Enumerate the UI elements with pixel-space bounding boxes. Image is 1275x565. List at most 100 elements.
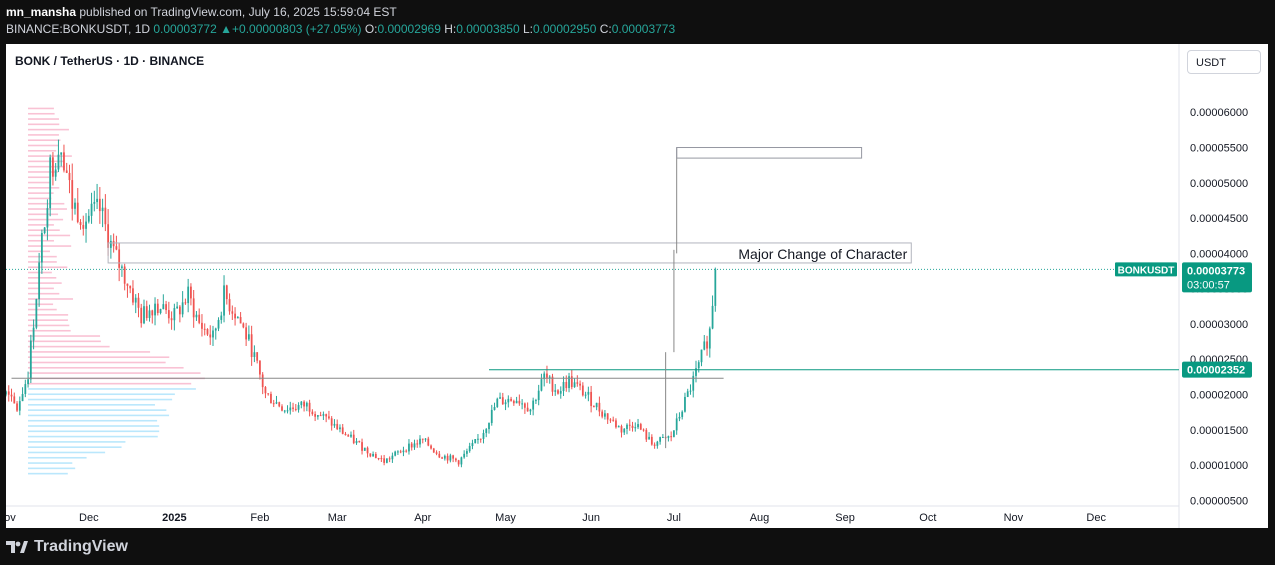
candle-body [441,457,443,459]
candle-body [203,328,206,330]
candle [126,283,129,298]
profile-bar [28,112,55,115]
candle [137,293,140,318]
candle-body [223,285,225,316]
candle-body [234,313,236,319]
candle-body [684,396,686,412]
candle [584,391,587,399]
candle [154,297,156,326]
profile-bar [28,218,64,221]
candle [590,385,593,413]
candle [711,295,714,330]
price-chart[interactable]: 0.00006000 0.00005500 0.00005000 0.00004500… [6,44,1268,528]
candle [468,442,471,453]
candle-body [231,311,234,314]
candle-body [570,376,573,388]
candle-body [590,391,593,407]
profile-bar [28,372,201,374]
candle-body [212,330,214,338]
candle-body [397,451,399,453]
candle-body [454,458,457,461]
candle-body [427,438,430,446]
profile-bar [28,467,76,470]
candle-body [283,410,286,412]
candle [68,164,71,194]
candle-body [57,154,60,170]
x-tick-label: Feb [250,512,269,524]
candle [615,418,617,429]
candle-body [452,455,455,459]
candle [358,440,361,443]
annotation-label: Major Change of Character [738,246,907,262]
candle [410,442,413,451]
candle-body [543,373,546,380]
candle-body [554,390,557,392]
candle-body [391,455,394,460]
candle [551,373,554,396]
candle [29,334,32,383]
candle [388,456,391,463]
candle-body [143,306,145,324]
candle-body [303,401,305,407]
y-tick-label: 0.00005000 [1190,178,1248,190]
candle-body [187,286,190,304]
candle [499,392,501,399]
candle-body [380,458,383,460]
candle-body [341,427,344,434]
candle-body [568,376,570,389]
candle [449,453,452,463]
candle [96,183,98,210]
candle-body [468,446,471,452]
candle-body [438,453,441,458]
candle [493,402,496,411]
candle [228,293,231,315]
profile-bar [28,351,151,353]
candle-body [490,409,493,424]
profile-bar [28,287,54,290]
candle [366,446,369,458]
candle [156,298,159,316]
candle [385,458,388,464]
author-name[interactable]: mn_mansha [6,5,77,19]
candle [363,447,366,451]
chart-panel[interactable]: 0.00006000 0.00005500 0.00005000 0.00004500… [6,44,1268,528]
candle [424,438,427,442]
currency-button[interactable]: USDT [1187,50,1261,74]
candle-body [670,436,673,438]
candle [24,379,27,398]
candle [595,402,598,411]
current-price-label: 0.00003773 [1187,265,1245,277]
candle-body [350,434,352,437]
candle [71,163,74,221]
candle [507,395,510,408]
candle-body [184,302,187,304]
candle [352,429,355,445]
candle [703,335,706,351]
candle [178,305,181,323]
candle-body [667,436,670,438]
profile-bar [28,128,69,131]
candle [369,453,372,458]
candle-body [225,285,228,300]
candle-body [253,352,256,357]
candle [350,431,352,438]
x-tick-label: May [495,512,516,524]
candle-body [32,327,35,341]
candle-body [639,424,642,430]
candle [190,283,192,306]
candle [98,187,101,224]
profile-bar [28,187,60,189]
candle [592,405,595,408]
candle [695,360,697,383]
candle-body [410,443,413,448]
candle-body [377,458,380,460]
candle [501,392,504,405]
candle [132,280,134,306]
candle-body [673,430,675,437]
candle [620,424,623,438]
candle [294,403,297,412]
candle [297,402,300,413]
level-price-tag [1182,361,1252,378]
candle [443,454,446,461]
candle [510,396,512,402]
